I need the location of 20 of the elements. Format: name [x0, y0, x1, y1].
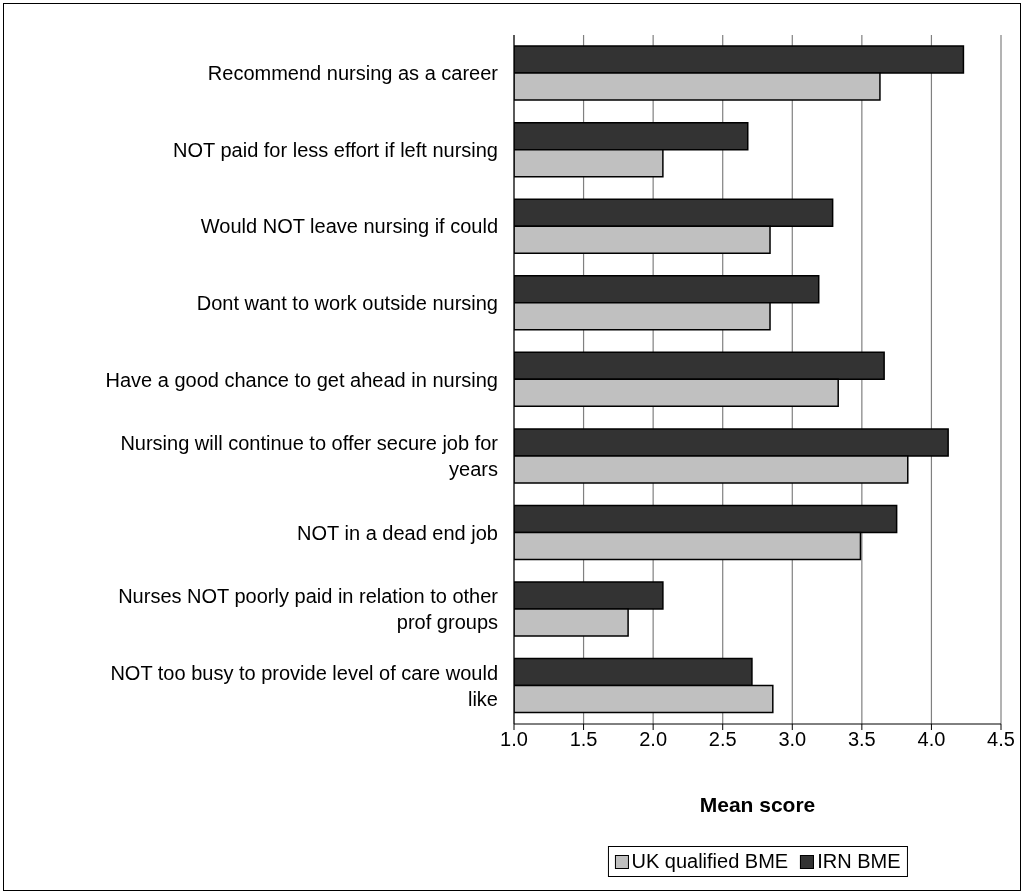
x-tick-label: 4.0 [917, 728, 946, 751]
y-tick-label: NOT in a dead end job [297, 521, 498, 544]
x-tick-label: 3.5 [847, 728, 876, 751]
x-tick-label: 1.5 [569, 728, 598, 751]
legend-label: UK qualified BME [631, 850, 789, 873]
y-tick-label: NOT too busy to provide level of care would like [110, 661, 498, 710]
y-tick-label: Nurses NOT poorly paid in relation to other prof groups [118, 585, 499, 634]
y-tick-label: Have a good chance to get ahead in nursing [105, 368, 498, 391]
x-tick-label: 4.5 [987, 728, 1015, 751]
x-tick-label: 3.0 [778, 728, 807, 751]
x-axis-title: Mean score [699, 793, 816, 816]
y-tick-label: Nursing will continue to offer secure job for years [120, 432, 499, 481]
x-tick-label: 1.0 [500, 728, 528, 751]
y-tick-label: Recommend nursing as a career [207, 62, 499, 85]
x-tick-label: 2.0 [639, 728, 668, 751]
y-tick-label: Dont want to work outside nursing [196, 291, 498, 314]
y-tick-label: Would NOT leave nursing if could [200, 215, 498, 238]
x-tick-label: 2.5 [708, 728, 737, 751]
y-tick-label: NOT paid for less effort if left nursing [173, 138, 498, 161]
legend-label: IRN BME [817, 850, 901, 873]
